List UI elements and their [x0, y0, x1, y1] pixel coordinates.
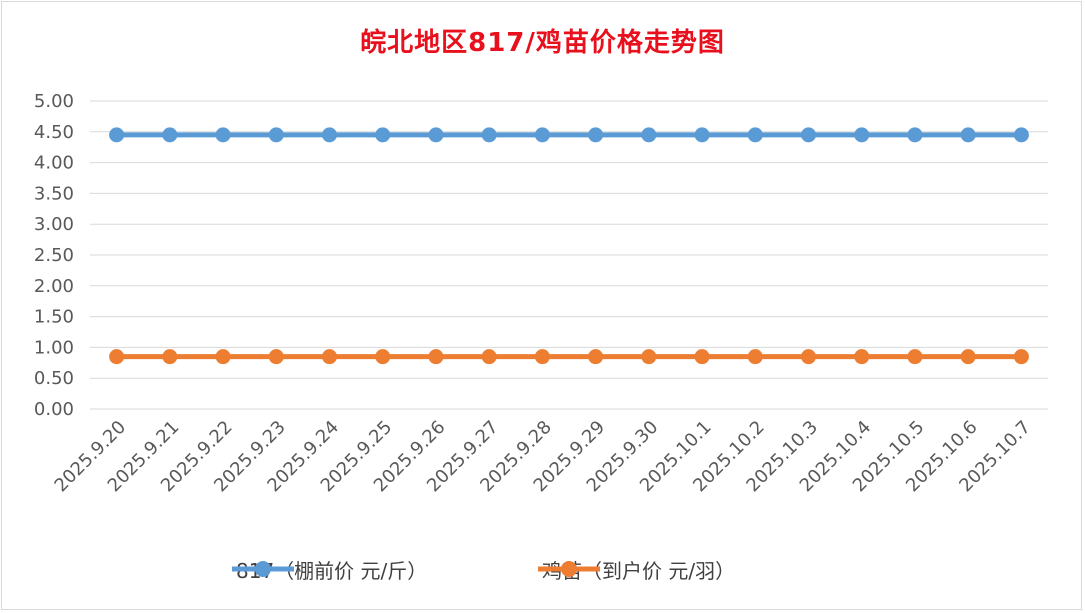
data-point	[801, 127, 816, 143]
legend-item-chick: 鸡苗（到户价 元/羽）	[536, 552, 735, 586]
data-point	[641, 127, 657, 143]
data-point	[854, 349, 870, 365]
data-point	[534, 349, 550, 365]
legend-item-817: 817（棚前价 元/斤）	[230, 552, 427, 586]
data-point	[162, 127, 178, 143]
y-tick-label: 5.00	[34, 91, 74, 112]
data-point	[907, 127, 923, 143]
y-tick-label: 0.50	[34, 368, 74, 389]
data-point	[481, 349, 497, 365]
data-point	[268, 349, 284, 365]
data-point	[960, 349, 976, 365]
y-tick-label: 1.00	[34, 337, 74, 358]
chart-legend: 817（棚前价 元/斤） 鸡苗（到户价 元/羽）	[0, 552, 1085, 586]
chart-title: 皖北地区817/鸡苗价格走势图	[360, 28, 725, 58]
y-tick-label: 0.00	[34, 399, 74, 420]
data-point	[1013, 349, 1029, 365]
data-point	[747, 127, 763, 143]
data-point	[322, 349, 337, 365]
y-tick-label: 3.00	[34, 214, 74, 235]
y-tick-label: 2.00	[34, 276, 74, 297]
data-point	[215, 127, 231, 143]
legend-marker-chick	[538, 561, 600, 577]
data-point	[534, 127, 550, 143]
y-tick-label: 2.50	[34, 245, 74, 266]
data-point	[215, 349, 231, 365]
data-point	[960, 127, 976, 143]
data-point	[375, 349, 391, 365]
y-tick-label: 3.50	[34, 183, 74, 204]
data-point	[162, 349, 178, 365]
data-point	[694, 349, 710, 365]
data-point	[747, 349, 763, 365]
data-point	[322, 127, 337, 143]
legend-marker-817	[232, 561, 294, 577]
data-point	[268, 127, 284, 143]
y-tick-label: 4.50	[34, 122, 74, 143]
data-point	[428, 349, 444, 365]
data-point	[801, 349, 816, 365]
data-point	[109, 127, 125, 143]
data-point	[1013, 127, 1029, 143]
data-point	[907, 349, 923, 365]
data-point	[854, 127, 870, 143]
y-tick-label: 4.00	[34, 153, 74, 174]
data-point	[588, 349, 604, 365]
y-tick-label: 1.50	[34, 307, 74, 328]
data-point	[694, 127, 710, 143]
data-point	[588, 127, 604, 143]
data-point	[428, 127, 444, 143]
data-point	[481, 127, 497, 143]
data-point	[109, 349, 125, 365]
data-point	[641, 349, 657, 365]
data-point	[375, 127, 391, 143]
